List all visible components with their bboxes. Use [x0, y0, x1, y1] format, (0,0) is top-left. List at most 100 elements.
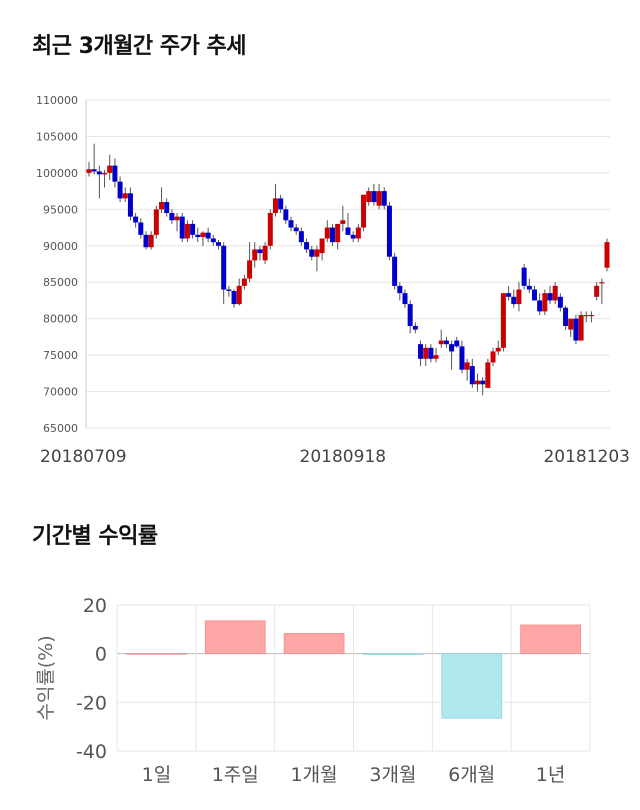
candle-body [252, 249, 258, 261]
candle-body [159, 202, 165, 210]
candle-body [521, 267, 527, 286]
candle-body [433, 355, 439, 359]
candle-body [272, 198, 278, 213]
y-tick-label: -40 [76, 741, 107, 763]
return-bar [126, 653, 187, 655]
candle-body [267, 212, 273, 246]
candle-body [309, 249, 315, 257]
candle-body [366, 191, 372, 203]
candle-body [381, 191, 387, 206]
y-tick-label: 80000 [43, 313, 78, 326]
candle-body [138, 222, 144, 235]
candle-body [127, 193, 133, 217]
x-tick-label: 20180709 [40, 447, 127, 467]
x-category-label: 1일 [142, 764, 172, 786]
y-tick-label: 85000 [43, 276, 78, 289]
candle-body [443, 340, 449, 345]
candle-body [464, 362, 470, 370]
candle-body [91, 169, 97, 172]
candle-body [500, 293, 506, 348]
candle-body [547, 293, 553, 301]
candle-body [475, 380, 480, 385]
candle-body [480, 380, 486, 385]
y-tick-label: 90000 [43, 240, 78, 253]
candle-body [371, 191, 377, 203]
candlestick-chart: 65000 70000 75000 80000 85000 90000 95000 10000… [36, 94, 630, 467]
candle-body [412, 325, 418, 330]
candle-body [438, 340, 444, 345]
candle-body [195, 234, 201, 238]
y-tick-label: 75000 [43, 349, 78, 362]
y-tick-label: 20 [83, 595, 107, 617]
candle-body [526, 285, 532, 290]
candle-body [122, 193, 128, 199]
candle-body [221, 245, 227, 290]
candle-body [418, 344, 424, 359]
x-tick-label: 20181203 [543, 447, 630, 467]
candle-body [506, 293, 512, 297]
price-trend-title: 최근 3개월간 주가 추세 [32, 34, 246, 59]
candle-body [314, 249, 320, 257]
candle-body [179, 216, 185, 239]
candle-body [288, 220, 294, 228]
candle-body [293, 227, 299, 232]
y-tick-label: 105000 [36, 130, 78, 143]
candle-body [278, 198, 284, 210]
candle-body [117, 181, 123, 199]
candle-body [588, 315, 594, 317]
return-bar [283, 633, 345, 655]
candle-body [578, 315, 584, 341]
candle-body [96, 171, 102, 175]
candle-body [423, 347, 429, 359]
candle-body [397, 285, 403, 294]
candle-body [552, 285, 558, 301]
candle-body [200, 232, 206, 238]
candle-body [340, 220, 346, 224]
candle-body [583, 315, 589, 317]
candle-body [205, 232, 211, 239]
x-category-label: 1년 [536, 764, 566, 786]
candle-body [143, 234, 149, 248]
return-bar [362, 653, 424, 655]
candle-body [174, 216, 180, 221]
y-tick-label: 110000 [36, 94, 78, 107]
candle-body [563, 307, 569, 326]
return-bar [520, 624, 581, 655]
candle-body [102, 172, 108, 175]
candle-body [210, 238, 216, 243]
candle-body [329, 227, 335, 243]
x-category-label: 1주일 [212, 764, 259, 786]
y-tick-label: 0 [95, 644, 107, 666]
candle-body [133, 216, 139, 223]
y-tick-label: 100000 [36, 167, 78, 180]
candle-body [262, 245, 268, 261]
candle-body [335, 223, 341, 243]
candle-body [485, 362, 491, 388]
candle-body [511, 296, 517, 305]
candle-body [407, 304, 413, 326]
candle-body [247, 260, 253, 279]
candle-body [459, 346, 465, 370]
candle-body [604, 242, 610, 268]
candle-body [428, 347, 434, 359]
y-tick-label: -20 [76, 692, 107, 714]
period-return-title: 기간별 수익률 [32, 524, 158, 549]
x-category-label: 1개월 [291, 764, 338, 786]
candle-body [319, 238, 325, 254]
candle-body [495, 347, 501, 352]
candle-body [568, 318, 574, 330]
candle-body [283, 209, 289, 221]
candle-body [241, 278, 247, 286]
candle-body [148, 234, 154, 248]
candle-body [190, 223, 196, 235]
candle-body [345, 227, 351, 235]
candle-body [490, 351, 496, 363]
candle-body [169, 212, 175, 221]
x-category-label: 3개월 [369, 764, 416, 786]
candle-body [236, 285, 242, 305]
candle-body [557, 296, 563, 308]
candle-body [469, 366, 475, 385]
candle-body [184, 223, 190, 239]
candle-body [516, 289, 522, 305]
candle-body [257, 249, 263, 254]
